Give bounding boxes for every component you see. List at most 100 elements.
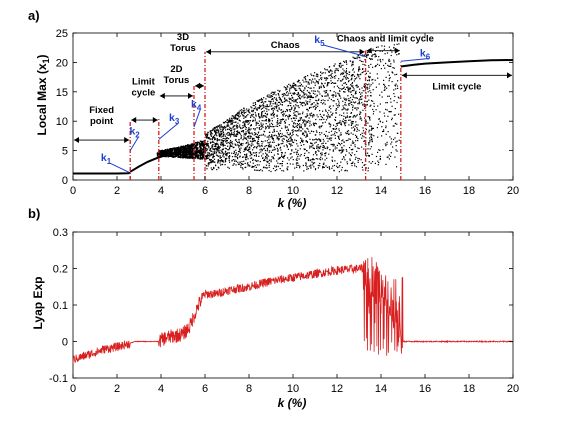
panel-a-point (397, 87, 399, 89)
panel-a-point (286, 99, 288, 101)
panel-a-point (255, 106, 257, 108)
panel-b-x-tick-label: 4 (158, 383, 164, 395)
panel-a-point (338, 63, 341, 65)
panel-a-point (339, 120, 341, 122)
panel-a-point (211, 147, 213, 149)
panel-a-point (369, 76, 371, 78)
panel-a-point (317, 149, 319, 151)
panel-a-point (356, 130, 358, 132)
panel-a-point (331, 75, 333, 77)
panel-a-point (258, 115, 260, 117)
panel-a-point (351, 61, 353, 63)
panel-a-point (353, 88, 355, 90)
panel-a-point (328, 122, 330, 124)
panel-b-x-tick-label: 0 (70, 383, 76, 395)
panel-a-point (273, 108, 275, 110)
panel-a-point (304, 123, 306, 125)
panel-a-point (278, 96, 281, 98)
panel-a-point (295, 115, 297, 117)
panel-a-point (317, 167, 319, 169)
panel-a-point (254, 140, 256, 142)
panel-a-point (268, 142, 270, 144)
panel-a-point (228, 158, 230, 160)
panel-a-point (379, 158, 381, 161)
panel-a-point (219, 131, 222, 133)
panel-a-point (297, 153, 299, 155)
panel-a-point (293, 101, 295, 103)
panel-a-point (315, 106, 317, 109)
panel-a-point (293, 92, 295, 94)
panel-a-point (239, 156, 241, 158)
panel-a-point (354, 102, 356, 104)
panel-a-point (313, 162, 316, 164)
panel-a-point (165, 151, 167, 154)
panel-a-point (162, 153, 164, 156)
panel-a-point (306, 108, 308, 111)
panel-a-point (377, 160, 379, 162)
panel-a-point (329, 90, 332, 92)
panel-a-point (289, 110, 291, 112)
panel-a-point (258, 144, 260, 146)
panel-a-point (348, 116, 351, 118)
panel-a-point (323, 146, 325, 148)
panel-a-point (307, 159, 309, 162)
panel-a-point (205, 155, 208, 158)
panel-a-point (338, 136, 340, 138)
panel-a-point (241, 112, 243, 114)
panel-a-point (198, 152, 200, 154)
panel-a-point (362, 135, 364, 137)
panel-a-point (231, 160, 233, 162)
panel-a-point (329, 74, 331, 76)
panel-a-point (362, 54, 364, 56)
panel-a-point (364, 90, 366, 92)
panel-a-point (217, 139, 219, 141)
panel-a-point (188, 144, 190, 147)
panel-a-point (342, 87, 345, 89)
panel-a-point (346, 170, 348, 172)
panel-a-point (305, 136, 307, 138)
panel-a-point (214, 137, 216, 139)
panel-a-point (210, 135, 212, 137)
panel-a-point (320, 85, 322, 87)
panel-a-point (288, 104, 290, 107)
panel-a-point (215, 151, 218, 153)
panel-a-point (266, 136, 268, 138)
panel-a-point (240, 109, 243, 111)
panel-a-point (167, 153, 169, 155)
panel-a-point (190, 153, 193, 155)
panel-a-point (224, 157, 227, 160)
panel-a-point (303, 144, 305, 146)
panel-a-point (308, 107, 311, 109)
panel-a-point (216, 140, 218, 142)
panel-a-point (381, 50, 383, 52)
panel-a-point (187, 152, 189, 154)
panel-a-point (279, 157, 281, 159)
panel-a-point (354, 75, 356, 77)
panel-a-point (232, 143, 234, 145)
panel-a-point (344, 125, 346, 127)
panel-a-point (351, 162, 354, 164)
panel-a-point (322, 165, 324, 168)
panel-a-point (309, 113, 311, 115)
panel-a-point (242, 156, 244, 158)
panel-b-x-axis-label: k (%) (278, 396, 307, 410)
panel-a-point (354, 57, 356, 59)
panel-a-point (303, 77, 305, 79)
panel-a-point (298, 106, 300, 109)
panel-a-point (182, 146, 184, 148)
panel-a-point (310, 146, 312, 148)
panel-a-point (309, 101, 311, 103)
panel-a-point (308, 152, 310, 154)
panel-a-point (246, 153, 248, 155)
panel-a-point (241, 161, 243, 163)
panel-a-point (227, 137, 229, 139)
panel-a-point (268, 118, 270, 120)
panel-a-point (295, 89, 297, 92)
panel-a-point (187, 155, 189, 157)
panel-a-point (271, 95, 273, 97)
panel-a-point (216, 138, 218, 140)
panel-a-point (393, 47, 395, 49)
panel-a-point (293, 84, 296, 86)
panel-a-point (351, 142, 353, 144)
panel-a-point (177, 155, 179, 157)
